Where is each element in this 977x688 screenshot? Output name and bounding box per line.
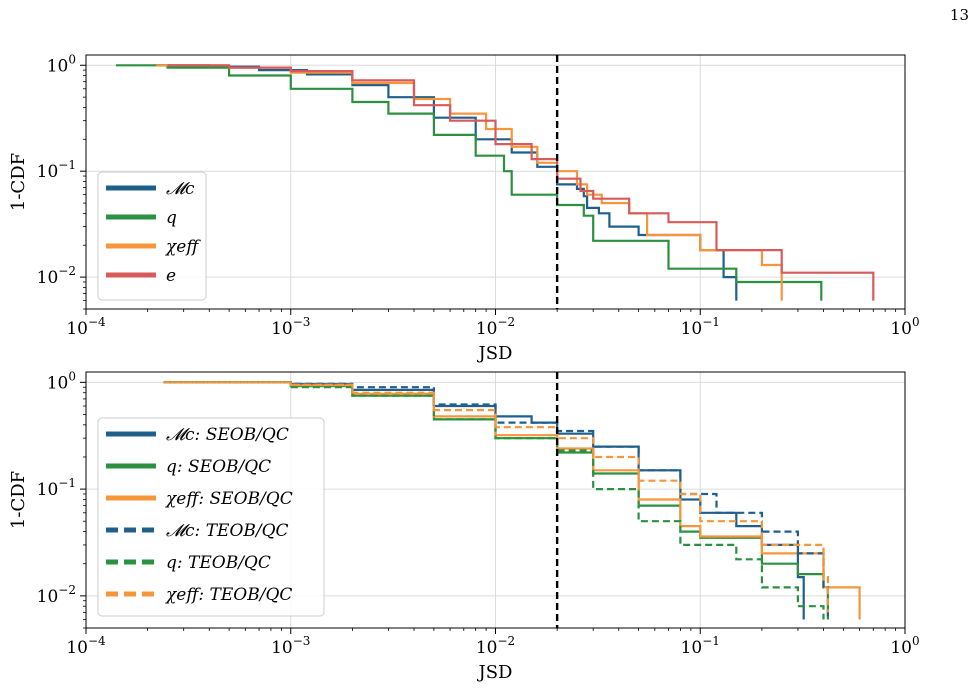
- y-tick-label: 10−1: [37, 158, 76, 182]
- x-tick-label: 10−4: [66, 634, 106, 658]
- axes-frame: [85, 54, 906, 310]
- series-line-chi-eff: [156, 64, 783, 301]
- legend-entry: 𝓜c: [166, 179, 195, 199]
- chart-panel-2: 10−4 10−3 10−2 10−1 100 10−2 10−1 100 JSD 1-CDF 𝓜c…: [8, 369, 920, 683]
- page-number: 13: [949, 6, 969, 24]
- x-tick-label: 10−2: [476, 315, 515, 339]
- x-axis-label: JSD: [477, 343, 513, 364]
- legend-entry: χeff: SEOB/QC: [165, 489, 293, 509]
- y-tick-label: 10−2: [37, 583, 76, 607]
- chart-panel-1: 10−4 10−3 10−2 10−1 100 10−2 10−1 100 JSD 1-CDF 𝓜c…: [8, 52, 920, 364]
- legend-entry: q: TEOB/QC: [166, 553, 271, 573]
- legend-entry: 𝓜c: TEOB/QC: [166, 521, 289, 541]
- legend-entry: χeff: TEOB/QC: [165, 585, 292, 605]
- series-group: [163, 381, 861, 620]
- legend-entry: q: SEOB/QC: [166, 457, 271, 477]
- series-line-q-teob-qc: [163, 381, 825, 620]
- series-group: [115, 64, 875, 301]
- x-tick-label: 100: [890, 315, 919, 339]
- x-tick-label: 10−3: [271, 634, 310, 658]
- y-tick-label: 100: [47, 369, 76, 393]
- series-line-chi-eff-teob-qc: [163, 381, 829, 613]
- x-axis-label: JSD: [477, 662, 513, 683]
- y-axis-label: 1-CDF: [8, 471, 29, 529]
- x-tick-label: 10−1: [681, 634, 720, 658]
- series-line-q: [115, 64, 823, 301]
- y-tick-label: 10−1: [37, 476, 76, 500]
- series-line-m-c: [156, 64, 738, 301]
- y-axis-label: 1-CDF: [8, 153, 29, 211]
- x-tick-label: 10−3: [271, 315, 310, 339]
- legend-entry: e: [166, 266, 176, 286]
- x-tick-label: 100: [890, 634, 919, 658]
- legend: 𝓜c q χeff e: [97, 171, 207, 301]
- series-line-m-c-teob-qc: [163, 381, 829, 620]
- x-tick-label: 10−2: [476, 634, 515, 658]
- legend-box: [97, 171, 207, 301]
- x-tick-label: 10−4: [66, 315, 106, 339]
- y-tick-label: 100: [47, 52, 76, 76]
- legend-entry: 𝓜c: SEOB/QC: [166, 425, 289, 445]
- x-tick-label: 10−1: [681, 315, 720, 339]
- legend-entry: q: [166, 208, 177, 228]
- legend-entry: χeff: [165, 237, 201, 257]
- axes-frame: [85, 371, 906, 629]
- y-tick-label: 10−2: [37, 264, 76, 288]
- legend: 𝓜c: SEOB/QC q: SEOB/QC χeff: SEOB/QC 𝓜c: TE…: [97, 417, 325, 617]
